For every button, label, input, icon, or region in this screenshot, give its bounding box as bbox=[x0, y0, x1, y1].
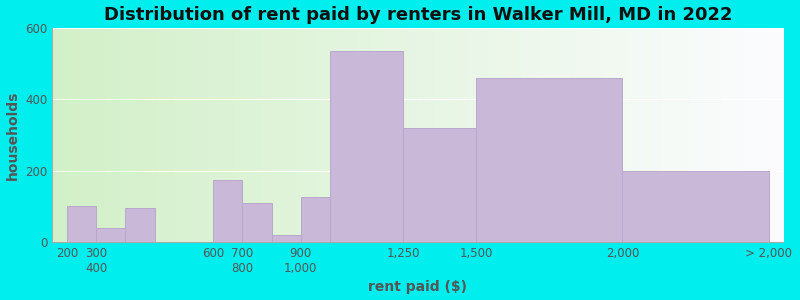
Title: Distribution of rent paid by renters in Walker Mill, MD in 2022: Distribution of rent paid by renters in … bbox=[103, 6, 732, 24]
Bar bbox=[96, 228, 126, 242]
Bar bbox=[301, 197, 330, 242]
Bar bbox=[271, 235, 301, 242]
Bar bbox=[622, 171, 769, 242]
Bar bbox=[476, 78, 622, 242]
Bar bbox=[330, 51, 403, 242]
Bar bbox=[242, 203, 271, 242]
Y-axis label: households: households bbox=[6, 90, 19, 180]
Bar bbox=[126, 208, 154, 242]
Bar bbox=[213, 180, 242, 242]
Bar bbox=[403, 128, 476, 242]
Bar bbox=[67, 206, 96, 242]
X-axis label: rent paid ($): rent paid ($) bbox=[368, 280, 467, 294]
